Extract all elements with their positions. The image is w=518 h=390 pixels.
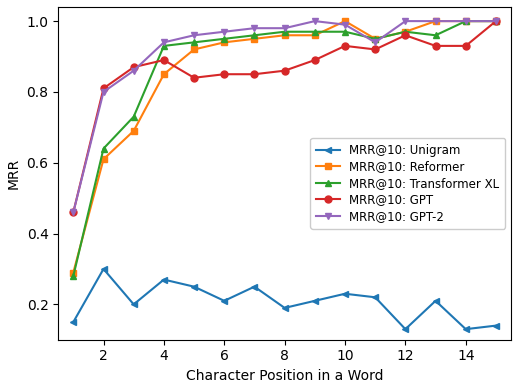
MRR@10: Reformer: (12, 0.97): Reformer: (12, 0.97) [402,29,409,34]
Line: MRR@10: Transformer XL: MRR@10: Transformer XL [70,18,499,280]
MRR@10: GPT-2: (8, 0.98): GPT-2: (8, 0.98) [281,26,287,30]
MRR@10: Transformer XL: (11, 0.95): Transformer XL: (11, 0.95) [372,37,378,41]
MRR@10: Unigram: (2, 0.3): Unigram: (2, 0.3) [100,267,107,271]
MRR@10: Reformer: (1, 0.29): Reformer: (1, 0.29) [70,270,77,275]
MRR@10: Reformer: (4, 0.85): Reformer: (4, 0.85) [161,72,167,76]
MRR@10: Transformer XL: (15, 1): Transformer XL: (15, 1) [493,19,499,23]
MRR@10: Unigram: (12, 0.13): Unigram: (12, 0.13) [402,327,409,332]
MRR@10: Reformer: (14, 1): Reformer: (14, 1) [463,19,469,23]
MRR@10: GPT: (4, 0.89): GPT: (4, 0.89) [161,58,167,62]
MRR@10: GPT: (11, 0.92): GPT: (11, 0.92) [372,47,378,52]
MRR@10: Unigram: (8, 0.19): Unigram: (8, 0.19) [281,306,287,310]
MRR@10: Reformer: (2, 0.61): Reformer: (2, 0.61) [100,157,107,161]
MRR@10: Reformer: (7, 0.95): Reformer: (7, 0.95) [251,37,257,41]
Line: MRR@10: Unigram: MRR@10: Unigram [70,266,499,333]
MRR@10: Reformer: (10, 1): Reformer: (10, 1) [342,19,348,23]
MRR@10: Unigram: (4, 0.27): Unigram: (4, 0.27) [161,277,167,282]
MRR@10: GPT: (9, 0.89): GPT: (9, 0.89) [312,58,318,62]
MRR@10: Reformer: (9, 0.96): Reformer: (9, 0.96) [312,33,318,37]
MRR@10: Unigram: (7, 0.25): Unigram: (7, 0.25) [251,284,257,289]
MRR@10: Unigram: (1, 0.15): Unigram: (1, 0.15) [70,320,77,324]
MRR@10: GPT: (15, 1): GPT: (15, 1) [493,19,499,23]
MRR@10: GPT: (5, 0.84): GPT: (5, 0.84) [191,75,197,80]
Legend: MRR@10: Unigram, MRR@10: Reformer, MRR@10: Transformer XL, MRR@10: GPT, MRR@10: : MRR@10: Unigram, MRR@10: Reformer, MRR@1… [310,138,505,229]
X-axis label: Character Position in a Word: Character Position in a Word [186,369,383,383]
MRR@10: Transformer XL: (12, 0.97): Transformer XL: (12, 0.97) [402,29,409,34]
MRR@10: GPT-2: (12, 1): GPT-2: (12, 1) [402,19,409,23]
MRR@10: Reformer: (3, 0.69): Reformer: (3, 0.69) [131,129,137,133]
MRR@10: Unigram: (3, 0.2): Unigram: (3, 0.2) [131,302,137,307]
MRR@10: Transformer XL: (5, 0.94): Transformer XL: (5, 0.94) [191,40,197,45]
MRR@10: Transformer XL: (9, 0.97): Transformer XL: (9, 0.97) [312,29,318,34]
MRR@10: GPT-2: (10, 0.99): GPT-2: (10, 0.99) [342,22,348,27]
MRR@10: Unigram: (14, 0.13): Unigram: (14, 0.13) [463,327,469,332]
MRR@10: Unigram: (9, 0.21): Unigram: (9, 0.21) [312,298,318,303]
MRR@10: GPT: (10, 0.93): GPT: (10, 0.93) [342,44,348,48]
Line: MRR@10: GPT-2: MRR@10: GPT-2 [70,18,499,216]
MRR@10: Reformer: (6, 0.94): Reformer: (6, 0.94) [221,40,227,45]
MRR@10: GPT: (8, 0.86): GPT: (8, 0.86) [281,68,287,73]
MRR@10: GPT-2: (14, 1): GPT-2: (14, 1) [463,19,469,23]
MRR@10: Unigram: (5, 0.25): Unigram: (5, 0.25) [191,284,197,289]
MRR@10: Reformer: (13, 1): Reformer: (13, 1) [433,19,439,23]
MRR@10: Transformer XL: (14, 1): Transformer XL: (14, 1) [463,19,469,23]
MRR@10: Transformer XL: (2, 0.64): Transformer XL: (2, 0.64) [100,146,107,151]
MRR@10: GPT-2: (1, 0.46): GPT-2: (1, 0.46) [70,210,77,215]
MRR@10: Transformer XL: (1, 0.28): Transformer XL: (1, 0.28) [70,274,77,278]
MRR@10: Transformer XL: (10, 0.97): Transformer XL: (10, 0.97) [342,29,348,34]
MRR@10: GPT-2: (9, 1): GPT-2: (9, 1) [312,19,318,23]
MRR@10: Unigram: (10, 0.23): Unigram: (10, 0.23) [342,291,348,296]
MRR@10: GPT: (12, 0.96): GPT: (12, 0.96) [402,33,409,37]
MRR@10: Reformer: (11, 0.95): Reformer: (11, 0.95) [372,37,378,41]
MRR@10: GPT: (7, 0.85): GPT: (7, 0.85) [251,72,257,76]
MRR@10: Transformer XL: (6, 0.95): Transformer XL: (6, 0.95) [221,37,227,41]
MRR@10: Transformer XL: (13, 0.96): Transformer XL: (13, 0.96) [433,33,439,37]
MRR@10: GPT-2: (7, 0.98): GPT-2: (7, 0.98) [251,26,257,30]
MRR@10: Transformer XL: (7, 0.96): Transformer XL: (7, 0.96) [251,33,257,37]
MRR@10: Reformer: (8, 0.96): Reformer: (8, 0.96) [281,33,287,37]
Line: MRR@10: Reformer: MRR@10: Reformer [70,18,499,276]
MRR@10: Transformer XL: (4, 0.93): Transformer XL: (4, 0.93) [161,44,167,48]
MRR@10: GPT-2: (11, 0.94): GPT-2: (11, 0.94) [372,40,378,45]
MRR@10: GPT: (2, 0.81): GPT: (2, 0.81) [100,86,107,91]
MRR@10: Reformer: (5, 0.92): Reformer: (5, 0.92) [191,47,197,52]
MRR@10: GPT: (1, 0.46): GPT: (1, 0.46) [70,210,77,215]
MRR@10: Transformer XL: (8, 0.97): Transformer XL: (8, 0.97) [281,29,287,34]
MRR@10: Unigram: (6, 0.21): Unigram: (6, 0.21) [221,298,227,303]
MRR@10: GPT: (3, 0.87): GPT: (3, 0.87) [131,65,137,69]
MRR@10: GPT-2: (6, 0.97): GPT-2: (6, 0.97) [221,29,227,34]
MRR@10: Unigram: (13, 0.21): Unigram: (13, 0.21) [433,298,439,303]
Line: MRR@10: GPT: MRR@10: GPT [70,18,499,216]
MRR@10: Reformer: (15, 1): Reformer: (15, 1) [493,19,499,23]
MRR@10: GPT-2: (2, 0.8): GPT-2: (2, 0.8) [100,90,107,94]
MRR@10: GPT-2: (3, 0.86): GPT-2: (3, 0.86) [131,68,137,73]
MRR@10: GPT-2: (15, 1): GPT-2: (15, 1) [493,19,499,23]
Y-axis label: MRR: MRR [7,158,21,189]
MRR@10: Transformer XL: (3, 0.73): Transformer XL: (3, 0.73) [131,114,137,119]
MRR@10: GPT: (13, 0.93): GPT: (13, 0.93) [433,44,439,48]
MRR@10: GPT: (6, 0.85): GPT: (6, 0.85) [221,72,227,76]
MRR@10: Unigram: (15, 0.14): Unigram: (15, 0.14) [493,323,499,328]
MRR@10: GPT: (14, 0.93): GPT: (14, 0.93) [463,44,469,48]
MRR@10: GPT-2: (13, 1): GPT-2: (13, 1) [433,19,439,23]
MRR@10: GPT-2: (4, 0.94): GPT-2: (4, 0.94) [161,40,167,45]
MRR@10: Unigram: (11, 0.22): Unigram: (11, 0.22) [372,295,378,300]
MRR@10: GPT-2: (5, 0.96): GPT-2: (5, 0.96) [191,33,197,37]
